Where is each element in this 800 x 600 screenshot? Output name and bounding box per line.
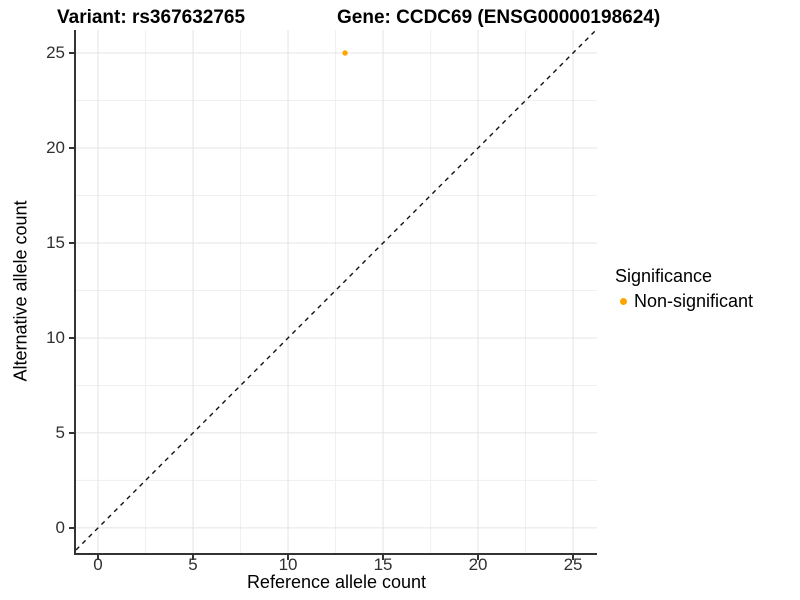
- y-tick-mark: [69, 432, 74, 434]
- legend-point-icon: [620, 297, 627, 305]
- x-tick-label: 25: [563, 555, 583, 574]
- x-tick-mark: [287, 555, 289, 560]
- legend-item: Non-significant: [615, 291, 753, 311]
- legend-item-label: Non-significant: [634, 290, 754, 311]
- x-tick-label: 15: [373, 555, 393, 574]
- x-tick-mark: [192, 555, 194, 560]
- legend: Significance Non-significant: [615, 266, 753, 311]
- y-tick-label: 10: [46, 327, 65, 347]
- x-tick-label: 5: [188, 555, 198, 574]
- x-tick-mark: [382, 555, 384, 560]
- plot-title-gene: Gene: CCDC69 (ENSG00000198624): [337, 7, 661, 28]
- identity-line: [75, 29, 597, 551]
- x-axis-title: Reference allele count: [246, 572, 427, 592]
- y-tick-label: 0: [55, 517, 65, 537]
- legend-items: Non-significant: [615, 291, 753, 311]
- x-tick-mark: [97, 555, 99, 560]
- x-tick-mark: [477, 555, 479, 560]
- y-tick-mark: [69, 52, 74, 54]
- legend-key: [615, 293, 632, 310]
- data-point: [342, 50, 348, 56]
- legend-title: Significance: [615, 266, 713, 286]
- plot-title-variant: Variant: rs367632765: [57, 7, 246, 28]
- y-tick-label: 15: [46, 232, 65, 252]
- y-tick-mark: [69, 147, 74, 149]
- plot-panel: [74, 29, 597, 555]
- plot-canvas: [75, 29, 597, 553]
- y-tick-mark: [69, 337, 74, 339]
- y-tick-mark: [69, 242, 74, 244]
- y-tick-label: 5: [55, 422, 65, 442]
- x-tick-label: 0: [93, 555, 103, 574]
- y-axis-title: Alternative allele count: [10, 200, 31, 382]
- x-tick-label: 10: [278, 555, 298, 574]
- x-tick-mark: [572, 555, 574, 560]
- y-tick-label: 25: [46, 42, 65, 62]
- y-tick-mark: [69, 527, 74, 529]
- y-tick-label: 20: [46, 137, 65, 157]
- x-tick-label: 20: [468, 555, 488, 574]
